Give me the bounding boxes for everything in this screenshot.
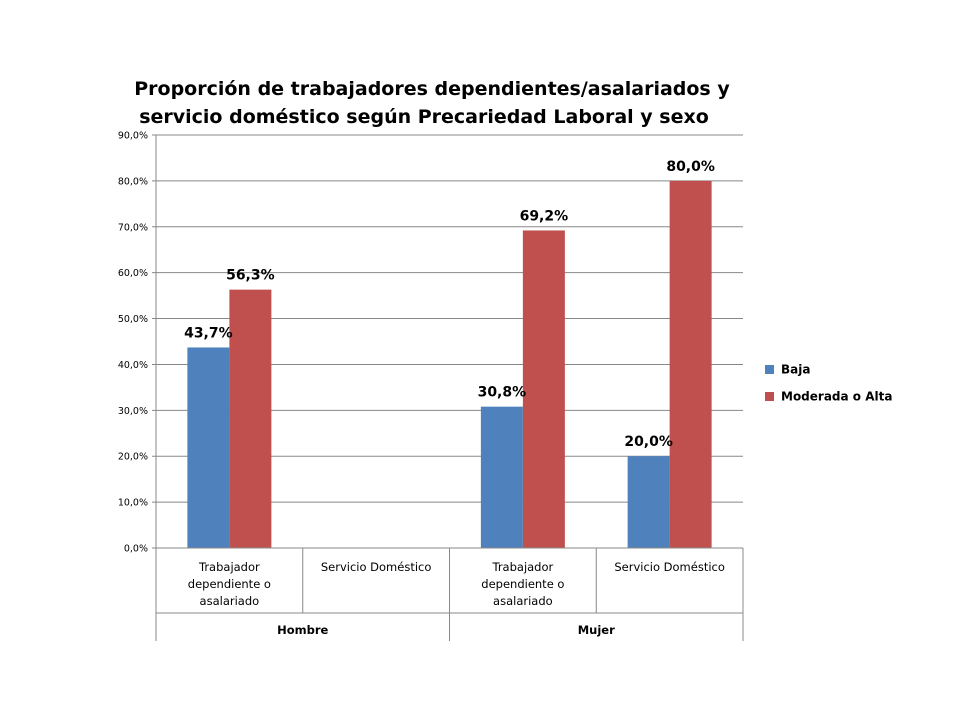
bar bbox=[627, 456, 670, 548]
data-label: 20,0% bbox=[624, 434, 673, 450]
data-label: 80,0% bbox=[666, 159, 715, 175]
bar bbox=[522, 230, 565, 548]
y-tick-label: 20,0% bbox=[118, 452, 148, 463]
y-tick-label: 70,0% bbox=[118, 222, 148, 233]
category-label: asalariado bbox=[493, 594, 553, 608]
legend-swatch bbox=[765, 392, 774, 401]
chart-title-line-1: Proporción de trabajadores dependientes/… bbox=[134, 78, 730, 100]
y-tick-label: 40,0% bbox=[118, 360, 148, 371]
legend-label: Baja bbox=[781, 363, 810, 377]
category-label: asalariado bbox=[200, 594, 260, 608]
y-tick-label: 60,0% bbox=[118, 268, 148, 279]
bar bbox=[229, 289, 272, 548]
bar bbox=[187, 347, 230, 548]
y-tick-label: 30,0% bbox=[118, 406, 148, 417]
legend-label: Moderada o Alta bbox=[781, 390, 892, 404]
group-label: Hombre bbox=[277, 623, 328, 637]
category-label: dependiente o bbox=[188, 577, 271, 591]
bar bbox=[669, 180, 712, 548]
data-label: 43,7% bbox=[184, 325, 233, 341]
chart-title-line-2: servicio doméstico según Precariedad Lab… bbox=[139, 106, 709, 128]
y-tick-label: 10,0% bbox=[118, 498, 148, 509]
category-label: dependiente o bbox=[481, 577, 564, 591]
x-axis: Trabajador dependiente o asalariado Servici… bbox=[155, 135, 744, 641]
legend-swatch bbox=[765, 365, 774, 374]
category-label: Servicio Doméstico bbox=[321, 560, 432, 574]
bars bbox=[187, 180, 712, 548]
y-tick-label: 0,0% bbox=[124, 544, 148, 555]
data-labels: 43,7% 30,8% 20,0% 56,3% 69,2% 80,0% bbox=[184, 159, 715, 450]
y-tick-label: 90,0% bbox=[118, 131, 148, 142]
y-axis-ticks: 0,0% 10,0% 20,0% 30,0% 40,0% 50,0% 60,0% 70,0% 8… bbox=[118, 131, 148, 555]
group-label: Mujer bbox=[578, 623, 615, 637]
legend: Baja Moderada o Alta bbox=[765, 363, 892, 404]
data-label: 56,3% bbox=[226, 268, 275, 284]
category-label: Trabajador bbox=[491, 560, 553, 574]
bar bbox=[480, 406, 523, 548]
y-tick-label: 80,0% bbox=[118, 176, 148, 187]
y-tick-label: 50,0% bbox=[118, 314, 148, 325]
data-label: 69,2% bbox=[520, 208, 569, 224]
data-label: 30,8% bbox=[478, 385, 527, 401]
category-label: Servicio Doméstico bbox=[614, 560, 725, 574]
category-label: Trabajador bbox=[198, 560, 260, 574]
